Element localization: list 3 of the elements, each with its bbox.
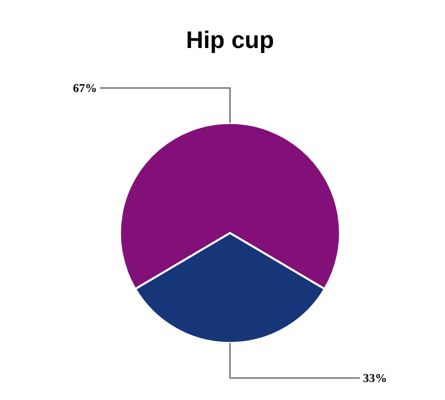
data-label: 33% [363,371,387,386]
chart-title: Hip cup [186,27,274,54]
data-label: 67% [73,81,97,96]
